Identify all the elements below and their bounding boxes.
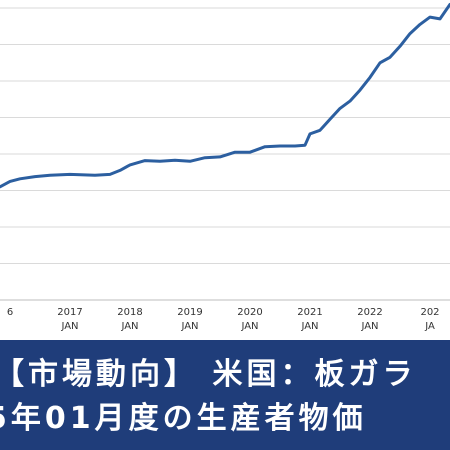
chart-svg: 6 2017JAN2018JAN2019JAN2020JAN2021JAN2022… bbox=[0, 2, 450, 332]
x-tick-label-month: JAN bbox=[240, 321, 258, 332]
x-tick-label-month: JAN bbox=[180, 321, 198, 332]
x-tick-label-year: 2017 bbox=[57, 307, 82, 318]
title-banner: 【市場動向】 米国：板ガラ 5年01月度の生産者物価 bbox=[0, 340, 450, 450]
x-tick-label-month: JAN bbox=[360, 321, 378, 332]
x-tick-label-year: 202 bbox=[420, 307, 439, 318]
series-line bbox=[0, 2, 450, 189]
x-tick-label-year: 2020 bbox=[237, 307, 262, 318]
banner-title-line-2: 5年01月度の生産者物価 bbox=[0, 401, 367, 436]
banner-title-line-1: 【市場動向】 米国：板ガラ bbox=[0, 357, 417, 392]
x-tick-label-month: JAN bbox=[60, 321, 78, 332]
x-tick-label-year: 2022 bbox=[357, 307, 382, 318]
x-tick-label-month: JAN bbox=[120, 321, 138, 332]
x-tick-label-month: JAN bbox=[300, 321, 318, 332]
x-tick-label-year: 6 bbox=[7, 307, 13, 318]
line-chart: 6 2017 JAN 2018 JAN 2019 JAN 2020 JAN 2021 JAN 2022… bbox=[0, 2, 450, 332]
x-tick-label-year: 2018 bbox=[117, 307, 142, 318]
x-tick-label-year: 2021 bbox=[297, 307, 322, 318]
x-tick-label-year: 2019 bbox=[177, 307, 202, 318]
x-tick-label-month: JA bbox=[424, 321, 435, 332]
